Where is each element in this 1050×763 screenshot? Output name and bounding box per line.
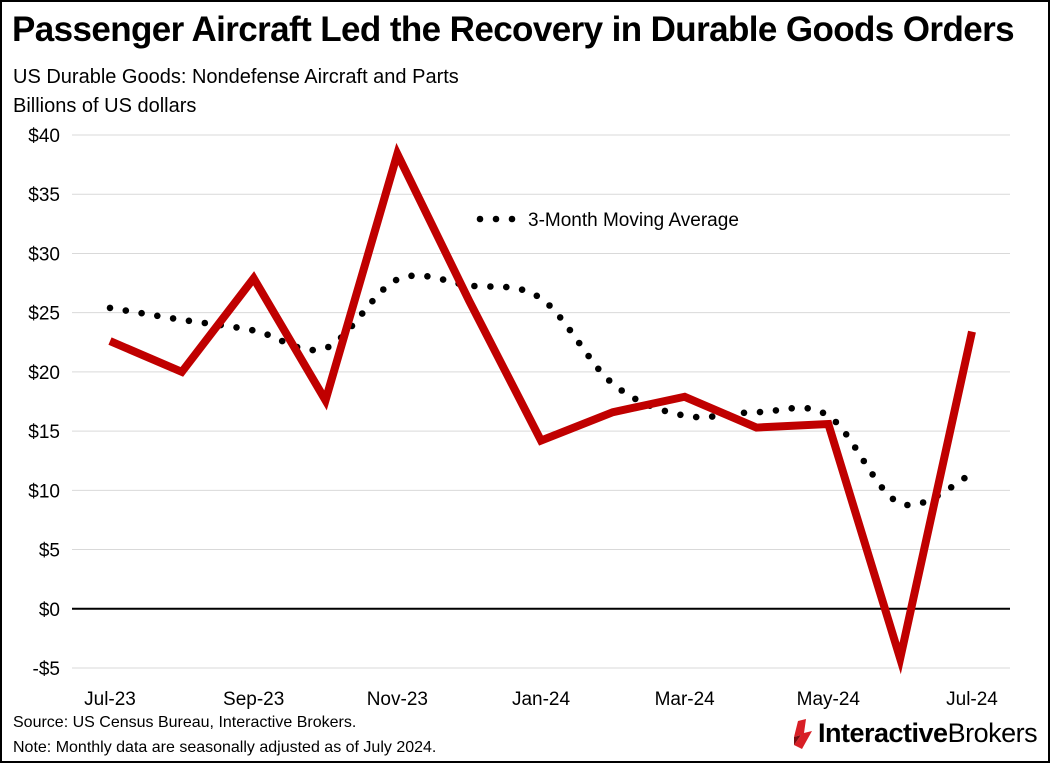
- moving-average-dot: [878, 484, 886, 491]
- moving-average-dot: [961, 474, 968, 482]
- interactive-brokers-logo: Interactive Brokers: [792, 718, 1038, 749]
- legend-dot: [508, 215, 516, 223]
- y-tick-label: $20: [28, 363, 60, 384]
- moving-average-dot: [233, 324, 240, 331]
- y-tick-label: $10: [28, 481, 60, 502]
- moving-average-dot: [661, 407, 669, 415]
- moving-average-dot: [575, 339, 583, 347]
- moving-average-dot: [154, 312, 161, 320]
- moving-average-dot: [677, 411, 684, 419]
- x-tick-label: Jul-23: [84, 689, 136, 710]
- moving-average-dot: [904, 501, 911, 509]
- x-tick-label: Jan-24: [512, 689, 571, 710]
- legend-dot: [476, 215, 484, 223]
- x-tick-label: Sep-23: [223, 689, 284, 710]
- x-tick-label: Nov-23: [367, 689, 428, 710]
- moving-average-dot: [106, 304, 114, 312]
- moving-average-dot: [424, 273, 431, 280]
- y-tick-label: $5: [39, 541, 60, 562]
- logo-text-interactive: Interactive: [818, 718, 948, 748]
- moving-average-dot: [585, 352, 592, 360]
- moving-average-dot: [819, 409, 827, 417]
- legend-dot: [492, 215, 500, 223]
- moving-average-dot: [278, 337, 286, 345]
- y-tick-label: $40: [28, 126, 60, 147]
- interactive-brokers-logo-icon: [794, 718, 812, 749]
- x-tick-label: May-24: [797, 689, 861, 710]
- moving-average-dot: [408, 272, 415, 280]
- footnote: Note: Monthly data are seasonally adjust…: [13, 739, 437, 756]
- moving-average-dot: [369, 297, 376, 305]
- moving-average-dot: [533, 292, 541, 300]
- moving-average-dot: [138, 309, 145, 317]
- chart-subtitle: US Durable Goods: Nondefense Aircraft an…: [13, 66, 459, 88]
- x-axis-tick-labels: Jul-23 Sep-23 Nov-23 Jan-24 Mar-24 May-24 Jul-…: [84, 689, 998, 710]
- moving-average-dot: [185, 317, 193, 325]
- logo-text-brokers: Brokers: [947, 718, 1038, 748]
- moving-average-dot: [471, 282, 478, 290]
- moving-average-dot: [325, 343, 332, 351]
- moving-average-dot: [566, 326, 574, 334]
- legend: 3-Month Moving Average: [476, 210, 739, 231]
- moving-average-dot: [851, 444, 859, 451]
- chart-units: Billions of US dollars: [13, 95, 197, 117]
- source-note: Source: US Census Bureau, Interactive Br…: [13, 714, 357, 731]
- moving-average-dot: [632, 395, 639, 403]
- moving-average-dot: [889, 495, 897, 503]
- moving-average-dot: [740, 409, 748, 417]
- moving-average-dot: [919, 499, 927, 506]
- legend-label: 3-Month Moving Average: [528, 210, 739, 231]
- moving-average-dot: [169, 315, 177, 322]
- moving-average-dot: [860, 457, 868, 465]
- y-axis-tick-labels: $40 $35 $30 $25 $20 $15 $10 $5 $0 -$5: [28, 126, 60, 680]
- gridlines: [72, 134, 1010, 669]
- moving-average-dot: [249, 326, 256, 334]
- moving-average-dot: [618, 387, 625, 394]
- y-tick-label: $35: [28, 185, 60, 206]
- moving-average-dot: [392, 276, 400, 284]
- moving-average-dot: [201, 319, 209, 327]
- moving-average-dot: [947, 484, 955, 491]
- moving-average-dot: [122, 307, 130, 314]
- x-tick-label: Mar-24: [655, 689, 716, 710]
- moving-average-dot: [518, 286, 526, 294]
- moving-average-dot: [358, 310, 366, 317]
- moving-average-dot: [869, 471, 876, 478]
- moving-average-dot: [439, 276, 447, 283]
- moving-average-dot: [692, 413, 700, 421]
- moving-average-dot: [503, 283, 510, 291]
- moving-average-dot: [605, 377, 613, 384]
- y-tick-label: $30: [28, 244, 60, 265]
- aircraft-orders-series: [108, 142, 976, 675]
- moving-average-dot: [264, 331, 271, 339]
- moving-average-dot: [380, 286, 387, 293]
- y-tick-label: $15: [28, 422, 60, 443]
- moving-average-dot: [595, 365, 602, 373]
- moving-average-dot: [708, 413, 716, 420]
- moving-average-dot: [756, 408, 764, 416]
- moving-average-dot: [487, 283, 494, 290]
- moving-average-dot: [772, 407, 780, 414]
- moving-average-dot: [309, 346, 317, 354]
- y-tick-label: $25: [28, 304, 60, 325]
- moving-average-dot: [804, 405, 811, 412]
- y-tick-label: $0: [39, 600, 60, 621]
- x-tick-label: Jul-24: [946, 689, 998, 710]
- aircraft-orders-line: [108, 142, 976, 675]
- moving-average-dot: [788, 405, 795, 412]
- chart-title: Passenger Aircraft Led the Recovery in D…: [12, 10, 1015, 49]
- y-tick-label: -$5: [33, 659, 60, 680]
- moving-average-dot: [546, 302, 553, 309]
- moving-average-dot: [842, 431, 850, 438]
- moving-average-dot: [832, 418, 840, 426]
- moving-average-dot: [556, 314, 564, 321]
